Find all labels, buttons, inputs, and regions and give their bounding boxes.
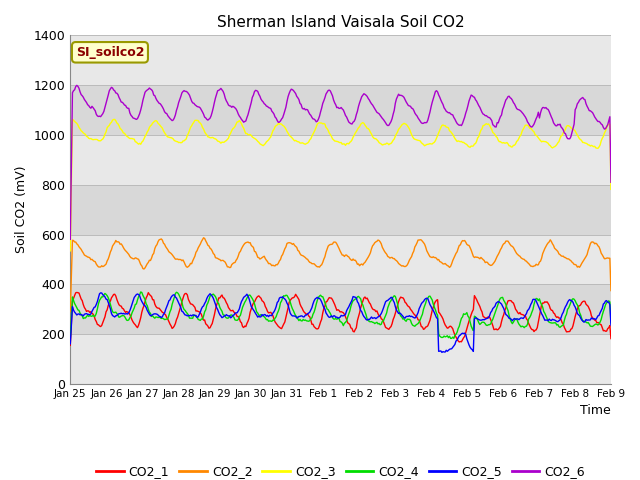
Bar: [70, 36, 611, 85]
Bar: [70, 185, 611, 235]
Bar: [70, 235, 611, 284]
Bar: [70, 135, 611, 185]
Text: SI_soilco2: SI_soilco2: [76, 46, 144, 59]
Legend: CO2_1, CO2_2, CO2_3, CO2_4, CO2_5, CO2_6: CO2_1, CO2_2, CO2_3, CO2_4, CO2_5, CO2_6: [91, 460, 590, 480]
Bar: [70, 284, 611, 334]
Title: Sherman Island Vaisala Soil CO2: Sherman Island Vaisala Soil CO2: [217, 15, 465, 30]
Bar: [70, 334, 611, 384]
Y-axis label: Soil CO2 (mV): Soil CO2 (mV): [15, 166, 28, 253]
Bar: [70, 85, 611, 135]
X-axis label: Time: Time: [580, 405, 611, 418]
